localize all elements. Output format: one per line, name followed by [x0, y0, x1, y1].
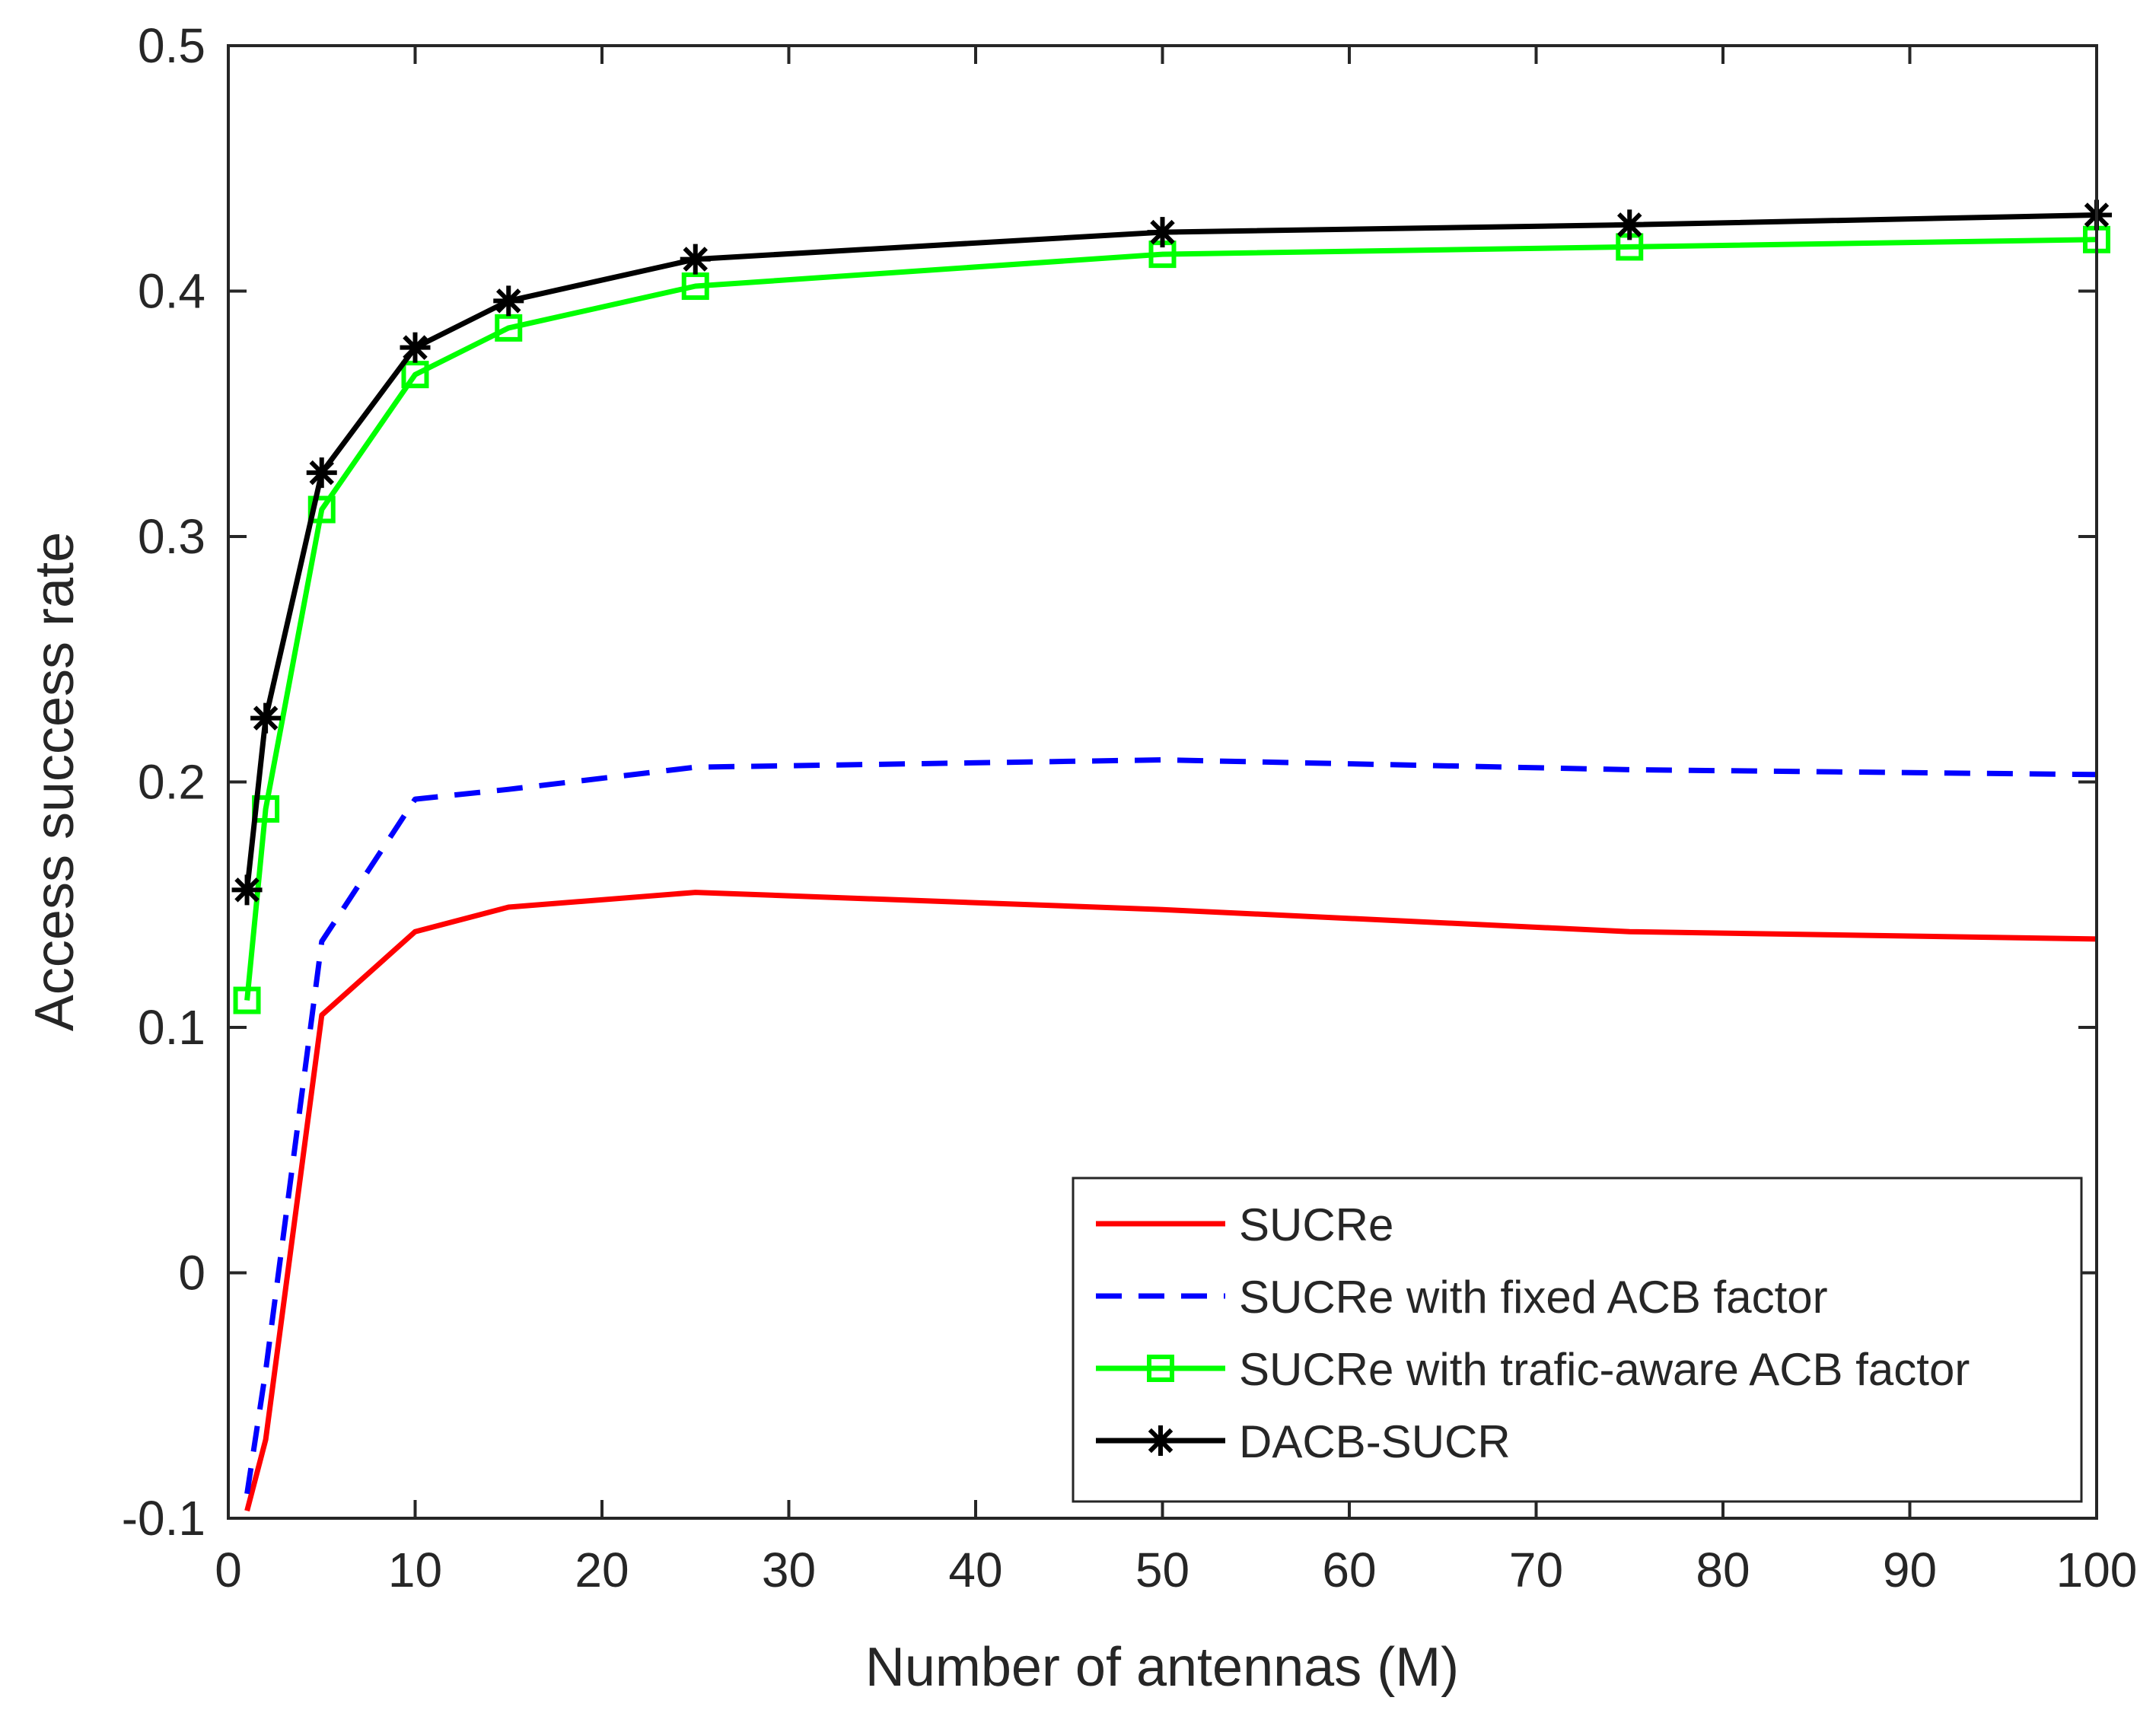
- series-layer: [231, 199, 2112, 1512]
- data-point-dacb-sucr: [306, 457, 337, 489]
- y-tick-label: 0.2: [138, 755, 205, 810]
- legend-label: SUCRe with fixed ACB factor: [1239, 1272, 1828, 1323]
- legend-marker: [1145, 1425, 1176, 1456]
- data-point-dacb-sucr: [1147, 217, 1178, 248]
- data-point-dacb-sucr: [250, 702, 282, 734]
- series-line-sucre-traffic-aware-acb: [244, 237, 2097, 1001]
- legend-box: [1072, 1177, 2083, 1503]
- x-tick-label: 0: [215, 1543, 242, 1597]
- data-point-dacb-sucr: [231, 874, 263, 906]
- series-line-sucre-fixed-acb: [244, 757, 2097, 1495]
- data-point-sucre-traffic-aware-acb: [401, 361, 429, 389]
- legend-item-sucre-fixed-acb: SUCRe with fixed ACB factor: [1096, 1272, 1828, 1323]
- y-tick-label: 0.3: [138, 509, 205, 564]
- x-tick-label: 90: [1883, 1543, 1937, 1597]
- x-tick-label: 80: [1696, 1543, 1750, 1597]
- legend-label: SUCRe: [1239, 1199, 1393, 1250]
- y-tick-label: -0.1: [122, 1491, 205, 1546]
- legend-label: DACB-SUCR: [1239, 1416, 1511, 1467]
- data-point-dacb-sucr: [493, 285, 524, 317]
- y-axis-label: Access success rate: [24, 532, 85, 1031]
- x-axis-label: Number of antennas (M): [865, 1637, 1459, 1698]
- x-tick-label: 70: [1509, 1543, 1563, 1597]
- legend: SUCRe SUCRe with fixed ACB factor SUCRe wi…: [1072, 1177, 2083, 1503]
- x-tick-label: 60: [1322, 1543, 1376, 1597]
- series-line-sucre: [244, 890, 2097, 1512]
- data-point-dacb-sucr: [400, 332, 431, 363]
- x-tick-label: 10: [388, 1543, 442, 1597]
- x-tick-label: 30: [762, 1543, 816, 1597]
- series-sucre: [244, 890, 2097, 1512]
- y-tick-label: 0.1: [138, 1000, 205, 1055]
- data-point-dacb-sucr: [1614, 209, 1645, 240]
- series-dacb-sucr: [231, 199, 2112, 906]
- x-tick-label: 40: [948, 1543, 1002, 1597]
- y-tick-label: 0.4: [138, 264, 205, 319]
- legend-item-sucre-traffic-aware-acb: SUCRe with trafic-aware ACB factor: [1096, 1344, 1970, 1395]
- y-tick-label: 0.5: [138, 18, 205, 73]
- legend-item-sucre: SUCRe: [1096, 1199, 1393, 1250]
- axes-layer: 0 10 20 30 40 50 60 70 80 90 100-0.100.10.20.30.40…: [122, 18, 2138, 1597]
- series-sucre-fixed-acb: [244, 757, 2097, 1495]
- data-point-sucre-traffic-aware-acb: [681, 272, 709, 301]
- legend-item-dacb-sucr: DACB-SUCR: [1096, 1416, 1511, 1467]
- data-point-sucre-traffic-aware-acb: [307, 495, 336, 524]
- data-point-sucre-traffic-aware-acb: [233, 986, 261, 1014]
- legend-marker: [1147, 1355, 1174, 1382]
- x-tick-label: 100: [2056, 1543, 2138, 1597]
- data-point-sucre-traffic-aware-acb: [495, 314, 523, 342]
- data-point-dacb-sucr: [680, 244, 711, 275]
- legend-label: SUCRe with trafic-aware ACB factor: [1239, 1344, 1970, 1395]
- y-tick-label: 0: [178, 1246, 205, 1301]
- x-tick-label: 20: [575, 1543, 629, 1597]
- x-tick-label: 50: [1135, 1543, 1189, 1597]
